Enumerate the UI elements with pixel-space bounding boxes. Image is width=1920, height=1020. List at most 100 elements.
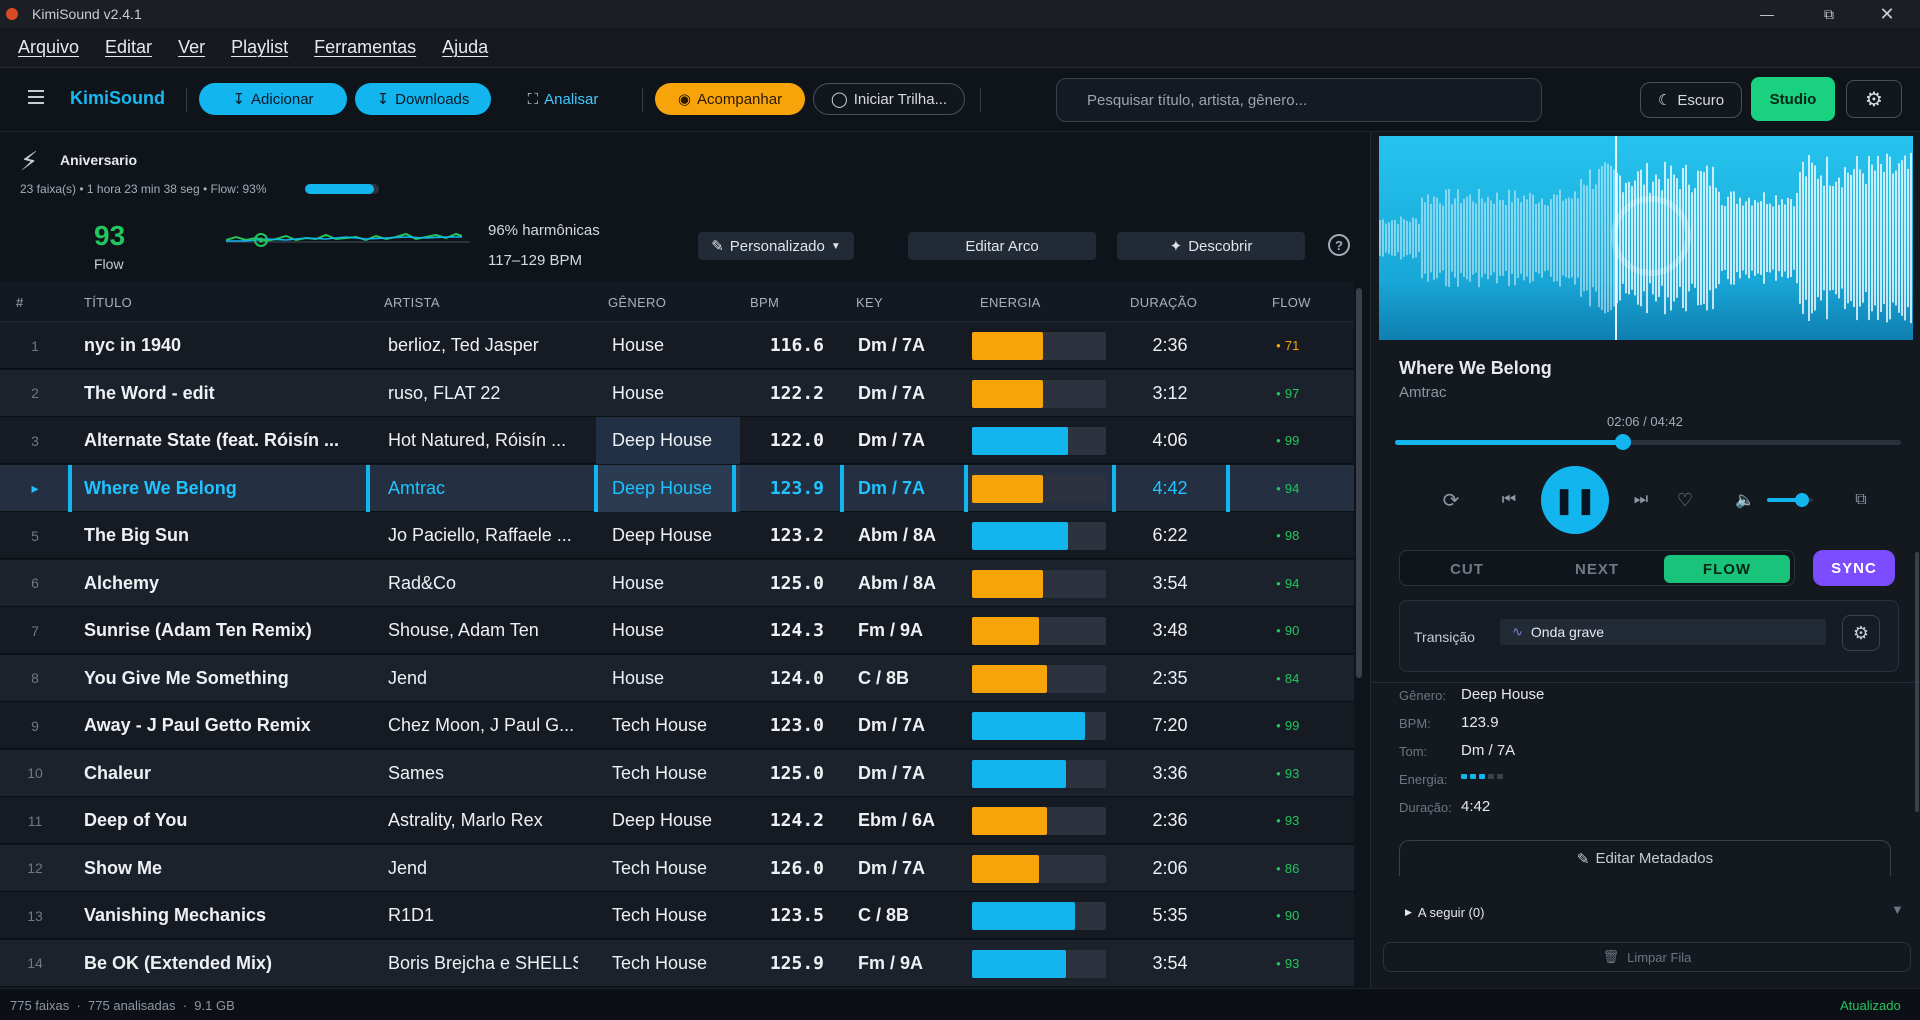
waveform-bar: [1889, 156, 1891, 320]
repeat-icon[interactable]: ⟳: [1442, 489, 1460, 512]
close-icon[interactable]: ✕: [1879, 3, 1895, 24]
add-button[interactable]: ↧ Adicionar: [199, 83, 347, 115]
waveform-bar: [1541, 198, 1543, 278]
col-bpm[interactable]: BPM: [750, 295, 780, 310]
table-row[interactable]: 9 Away - J Paul Getto Remix Chez Moon, J P…: [0, 702, 1354, 749]
clear-queue-button[interactable]: 🗑 Limpar Fila: [1383, 942, 1911, 972]
energy-fill: [972, 712, 1085, 740]
studio-button[interactable]: Studio: [1751, 77, 1835, 121]
transition-select[interactable]: ∿ Onda grave: [1500, 619, 1826, 645]
waveform-bar: [1466, 196, 1468, 280]
custom-label: Personalizado: [729, 237, 825, 255]
analyze-button[interactable]: ⛶ Analisar: [522, 83, 604, 115]
panel-scrollbar[interactable]: [1915, 552, 1919, 812]
waveform-bar: [1784, 204, 1786, 272]
waveform-bar: [1454, 198, 1456, 278]
transition-settings-icon[interactable]: ⚙: [1842, 615, 1880, 651]
track-duration-cell: 6:22: [1152, 525, 1188, 545]
track-artist: Amtrac: [1399, 384, 1447, 401]
track-duration-cell: 3:48: [1152, 620, 1188, 640]
expand-icon[interactable]: ⧉: [1855, 491, 1867, 508]
menu-ferramentas[interactable]: Ferramentas: [314, 37, 417, 57]
mode-cut[interactable]: CUT: [1450, 560, 1484, 578]
waveform-bar: [1859, 169, 1861, 307]
table-row[interactable]: 11 Deep of You Astrality, Marlo Rex Deep Ho…: [0, 797, 1354, 844]
selection-divider: [840, 464, 844, 512]
downloads-button[interactable]: ↧ Downloads: [355, 83, 491, 115]
chevron-down-icon[interactable]: ▼: [1891, 902, 1904, 917]
follow-button[interactable]: ◉ Acompanhar: [655, 83, 805, 115]
start-track-button[interactable]: ◯ Iniciar Trilha...: [813, 83, 965, 115]
seek-fill: [1395, 440, 1623, 445]
waveform-bar: [1469, 194, 1471, 282]
pause-icon: ❚❚: [1553, 484, 1597, 515]
volume-icon[interactable]: 🔈: [1735, 492, 1755, 509]
pause-button[interactable]: ❚❚: [1541, 466, 1609, 534]
menu-arquivo[interactable]: Arquivo: [18, 37, 80, 57]
download-icon: ↧: [232, 91, 246, 108]
table-row[interactable]: 8 You Give Me Something Jend House 124.0 C / …: [0, 654, 1354, 702]
menu-ver[interactable]: Ver: [178, 37, 206, 57]
custom-dropdown[interactable]: ✎ Personalizado ▼: [698, 232, 854, 260]
sync-button[interactable]: SYNC: [1813, 550, 1895, 586]
table-row[interactable]: 2 The Word - edit ruso, FLAT 22 House 122.2 D…: [0, 369, 1354, 417]
track-title-cell: Vanishing Mechanics: [84, 905, 267, 925]
mode-next[interactable]: NEXT: [1574, 560, 1619, 578]
table-row[interactable]: 6 Alchemy Rad&Co House 125.0 Abm / 8A 3:54 ● 94: [0, 559, 1354, 607]
seek-handle[interactable]: [1614, 434, 1631, 450]
next-icon[interactable]: ⏭: [1633, 491, 1649, 508]
heart-icon[interactable]: ♡: [1676, 489, 1694, 510]
queue-toggle[interactable]: ▶ A seguir (0): [1405, 905, 1484, 920]
waveform-bar: [1484, 202, 1486, 274]
col-energy[interactable]: ENERGIA: [980, 295, 1041, 310]
flow-value: 93: [1284, 813, 1300, 828]
waveform-bar: [1583, 184, 1585, 292]
col-number[interactable]: #: [16, 295, 24, 310]
table-row[interactable]: 10 Chaleur Sames Tech House 125.0 Dm / 7A 3:36…: [0, 749, 1354, 797]
edit-arc-button[interactable]: Editar Arco: [908, 232, 1096, 260]
table-row[interactable]: ▸ Where We Belong Amtrac Deep House 123.9 Dm …: [0, 464, 1354, 512]
waveform-bar: [1421, 197, 1423, 279]
track-artist-cell: Sames: [388, 762, 445, 783]
col-genre[interactable]: GÊNERO: [608, 295, 667, 310]
table-row[interactable]: 5 The Big Sun Jo Paciello, Raffaele ... Dee…: [0, 512, 1354, 559]
table-row[interactable]: 1 nyc in 1940 berlioz, Ted Jasper House 116.…: [0, 322, 1354, 369]
menu-playlist[interactable]: Playlist: [231, 37, 289, 57]
search-input[interactable]: Pesquisar título, artista, gênero...: [1056, 78, 1542, 122]
hamburger-icon[interactable]: [28, 90, 44, 104]
waveform-bar: [1832, 186, 1834, 290]
search-placeholder: Pesquisar título, artista, gênero...: [1087, 91, 1308, 109]
settings-button[interactable]: ⚙: [1846, 80, 1902, 118]
row-number: 12: [27, 860, 43, 876]
table-row[interactable]: 13 Vanishing Mechanics R1D1 Tech House 123.5…: [0, 892, 1354, 939]
col-key[interactable]: KEY: [856, 295, 883, 310]
table-row[interactable]: 12 Show Me Jend Tech House 126.0 Dm / 7A 2:06 ●…: [0, 844, 1354, 892]
discover-button[interactable]: ✦ Descobrir: [1117, 232, 1305, 260]
menu-ajuda[interactable]: Ajuda: [442, 37, 489, 57]
help-icon[interactable]: ?: [1328, 234, 1350, 256]
theme-button[interactable]: ☾ Escuro: [1640, 82, 1742, 118]
volume-handle[interactable]: [1794, 493, 1809, 507]
volume-slider[interactable]: [1767, 493, 1813, 507]
flow-value: 97: [1284, 385, 1300, 401]
waveform-bar: [1772, 206, 1774, 270]
previous-icon[interactable]: ⏮: [1501, 491, 1517, 508]
table-row[interactable]: 14 Be OK (Extended Mix) Boris Brejcha e SH…: [0, 939, 1354, 986]
mode-flow[interactable]: FLOW: [1664, 555, 1790, 583]
minimize-icon[interactable]: —: [1760, 6, 1774, 22]
restore-icon[interactable]: ⧉: [1824, 5, 1834, 22]
col-artist[interactable]: ARTISTA: [384, 295, 440, 310]
waveform-bar: [1502, 200, 1504, 276]
col-duration[interactable]: DURAÇÃO: [1130, 295, 1198, 310]
table-row[interactable]: 7 Sunrise (Adam Ten Remix) Shouse, Adam Te…: [0, 607, 1354, 654]
seek-bar[interactable]: [1395, 434, 1901, 450]
edit-metadata-button[interactable]: ✎ Editar Metadados: [1399, 840, 1891, 876]
table-row[interactable]: 3 Alternate State (feat. Róisín ... Hot Na…: [0, 417, 1354, 464]
col-flow[interactable]: FLOW: [1272, 295, 1311, 310]
table-scrollbar[interactable]: [1356, 288, 1362, 678]
waveform-bar: [1550, 199, 1552, 277]
waveform[interactable]: [1379, 136, 1913, 340]
menu-editar[interactable]: Editar: [105, 37, 153, 57]
waveform-bar: [1406, 220, 1408, 256]
col-title[interactable]: TÍTULO: [84, 295, 133, 310]
